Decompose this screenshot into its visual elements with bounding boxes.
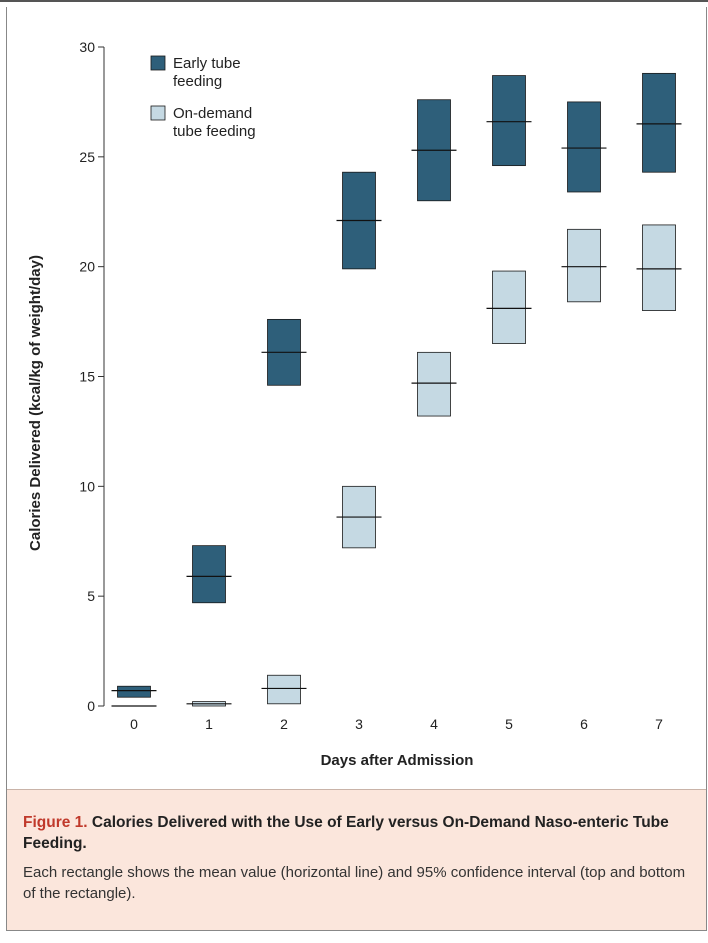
- chart-area: 0 5 10 15 20 25 30 0 1 2 3 4 5 6 7 Early tube feeding On…: [7, 8, 706, 788]
- figure-title: Calories Delivered with the Use of Early…: [23, 814, 669, 852]
- x-tick-label: 6: [580, 716, 588, 732]
- x-tick-label: 3: [355, 716, 363, 732]
- ci-rect-on-demand: [567, 228, 601, 303]
- frame-right-border: [706, 7, 707, 931]
- ci-rect-early: [492, 75, 526, 167]
- caption-title-line: Figure 1. Calories Delivered with the Us…: [23, 812, 688, 854]
- legend-label: On-demand: [173, 105, 252, 122]
- x-axis-label: Days after Admission: [321, 752, 474, 769]
- figure-label: Figure 1.: [23, 814, 88, 831]
- ci-rect-on-demand: [267, 674, 301, 705]
- frame-left-border: [6, 7, 7, 931]
- top-rule: [0, 0, 708, 2]
- ci-rect-on-demand: [492, 270, 526, 344]
- legend-label: feeding: [173, 73, 222, 90]
- y-tick-label: 25: [79, 149, 95, 165]
- legend-label: Early tube: [173, 55, 241, 72]
- figure-caption: Figure 1. Calories Delivered with the Us…: [7, 789, 706, 930]
- legend-label: tube feeding: [173, 123, 256, 140]
- x-tick-label: 7: [655, 716, 663, 732]
- ci-rect-on-demand: [642, 224, 676, 311]
- y-tick-label: 10: [79, 478, 95, 494]
- ci-rect-early: [117, 685, 151, 698]
- legend-swatch: [150, 105, 166, 121]
- bars: [111, 72, 682, 707]
- ci-rect-early: [567, 101, 601, 193]
- y-tick-label: 20: [79, 259, 95, 275]
- y-tick-label: 5: [87, 588, 95, 604]
- legend-swatch: [150, 55, 166, 71]
- x-tick-label: 2: [280, 716, 288, 732]
- x-tick-label: 0: [130, 716, 138, 732]
- frame-bottom-border: [6, 930, 707, 931]
- x-tick-label: 5: [505, 716, 513, 732]
- y-tick-label: 30: [79, 39, 95, 55]
- y-axis-label: Calories Delivered (kcal/kg of weight/da…: [27, 255, 44, 551]
- ci-rect-on-demand: [417, 351, 451, 417]
- y-tick-label: 0: [87, 698, 95, 714]
- ci-rect-early: [192, 545, 226, 604]
- x-tick-label: 4: [430, 716, 438, 732]
- y-tick-label: 15: [79, 369, 95, 385]
- x-tick-label: 1: [205, 716, 213, 732]
- axes: 0 5 10 15 20 25 30 0 1 2 3 4 5 6 7: [79, 39, 663, 732]
- figure-description: Each rectangle shows the mean value (hor…: [23, 864, 686, 902]
- ci-rect-early: [642, 72, 676, 173]
